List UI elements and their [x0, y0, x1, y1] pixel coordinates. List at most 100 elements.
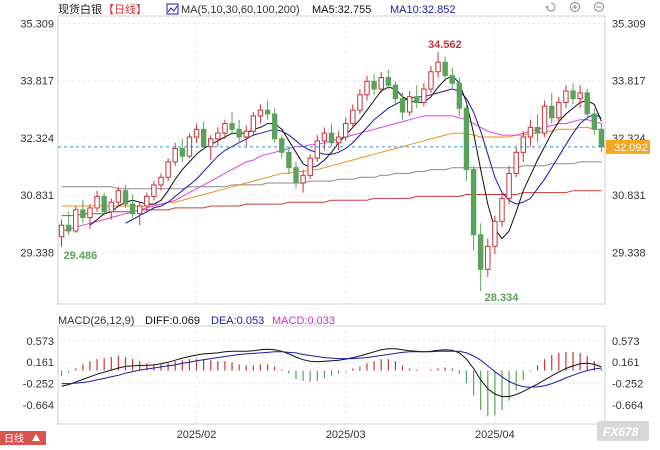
candle-body	[250, 115, 257, 132]
candle-body	[73, 209, 79, 232]
date-tick-label: 2025/04	[475, 429, 515, 441]
candle-body	[470, 169, 477, 236]
candle-body	[421, 88, 427, 103]
macd-tick-right: 0.573	[612, 336, 640, 348]
price-tick-right: 29.338	[612, 248, 646, 260]
candle-body	[456, 82, 463, 109]
date-tick-label: 2025/03	[326, 429, 366, 441]
macd-tick-right: 0.161	[612, 357, 640, 369]
macd-axis: 0.573 0.573 0.161 0.161 -0.252 -0.252 -0.664 -0…	[23, 336, 643, 412]
ma5-value: MA5:32.755	[312, 4, 371, 16]
candle-body	[357, 94, 363, 111]
zoom-in-icon[interactable]	[569, 1, 581, 13]
candle-body	[598, 128, 605, 148]
candle-body	[570, 90, 576, 100]
candle-body	[435, 61, 441, 73]
candle-body	[328, 132, 335, 144]
candle-body	[80, 209, 86, 219]
candle-body	[343, 123, 349, 138]
watermark-text: FX678	[603, 425, 639, 439]
candle-body	[442, 61, 448, 77]
candle-body	[520, 136, 527, 153]
indicator-toggle-icon[interactable]	[166, 3, 179, 15]
candle-body	[549, 105, 555, 119]
candle-body	[300, 174, 306, 184]
candle-body	[556, 101, 562, 119]
candle-body	[215, 132, 221, 140]
candle-body	[392, 84, 399, 100]
early-low-annotation: 29.486	[64, 250, 98, 262]
candle-body	[243, 130, 249, 138]
current-price-box	[606, 139, 650, 154]
candle-body	[264, 109, 271, 115]
candle-body	[499, 197, 505, 222]
candle-body	[200, 128, 207, 148]
badge-label: 日线	[4, 432, 24, 445]
candle-body	[335, 136, 342, 144]
price-tick-right: 30.831	[612, 190, 646, 202]
diff-line	[61, 348, 602, 398]
macd-histogram	[60, 351, 603, 417]
macd-tick-left: -0.252	[23, 379, 54, 391]
price-tick-right: 35.309	[612, 18, 646, 30]
candle-body	[65, 224, 72, 232]
candle-body	[584, 92, 590, 115]
candle-body	[257, 109, 264, 117]
candle-body	[350, 109, 356, 125]
candle-body	[563, 90, 569, 103]
ma-line-ma60	[61, 126, 602, 207]
macd-tick-left: 0.573	[26, 336, 54, 348]
macd-lines	[61, 348, 602, 398]
price-tick-left: 30.831	[20, 190, 54, 202]
candle-body	[271, 113, 278, 140]
candle-body	[541, 105, 548, 134]
candle-body	[129, 203, 136, 215]
candle-body	[222, 123, 228, 134]
candle-body	[179, 147, 186, 157]
period-label[interactable]: 【日线】	[103, 2, 147, 16]
candle-body	[492, 220, 498, 247]
macd-tick-left: -0.664	[23, 400, 54, 412]
candle-body	[165, 161, 171, 178]
price-panel-frame	[57, 15, 606, 305]
candle-body	[527, 126, 534, 138]
candle-body	[136, 205, 143, 215]
candle-body	[378, 77, 384, 90]
candle-body	[101, 195, 107, 213]
candle-body	[87, 207, 93, 219]
candle-body	[364, 80, 370, 96]
candle-body	[314, 140, 320, 159]
candle-body	[534, 126, 541, 134]
candle-body	[229, 123, 235, 130]
macd-tick-right: -0.664	[612, 400, 643, 412]
price-tick-left: 29.338	[20, 248, 54, 260]
candle-body	[477, 234, 484, 270]
refresh-icon[interactable]	[545, 2, 556, 12]
instrument-title: 现货白银	[58, 2, 102, 16]
candle-body	[485, 245, 491, 270]
current-price-label: 32.092	[614, 142, 648, 154]
macd-value: MACD:0.033	[272, 315, 335, 327]
candle-body	[108, 201, 114, 213]
grid-lines	[57, 15, 606, 425]
zoom-out-icon[interactable]	[593, 1, 605, 13]
low-annotation: 28.334	[485, 292, 520, 304]
candle-body	[172, 147, 178, 163]
candle-body	[385, 77, 392, 86]
candlestick-series	[58, 52, 605, 292]
moving-average-lines	[61, 74, 602, 240]
candle-body	[307, 157, 313, 176]
candle-body	[428, 71, 434, 90]
candle-body	[193, 128, 200, 138]
candle-body	[591, 113, 598, 130]
candle-body	[208, 138, 214, 148]
candle-body	[286, 151, 292, 169]
candle-body	[94, 195, 100, 209]
candle-body	[506, 172, 512, 199]
date-tick-label: 2025/02	[177, 429, 217, 441]
candle-body	[58, 224, 65, 238]
candle-body	[122, 190, 129, 205]
candle-body	[399, 98, 406, 113]
